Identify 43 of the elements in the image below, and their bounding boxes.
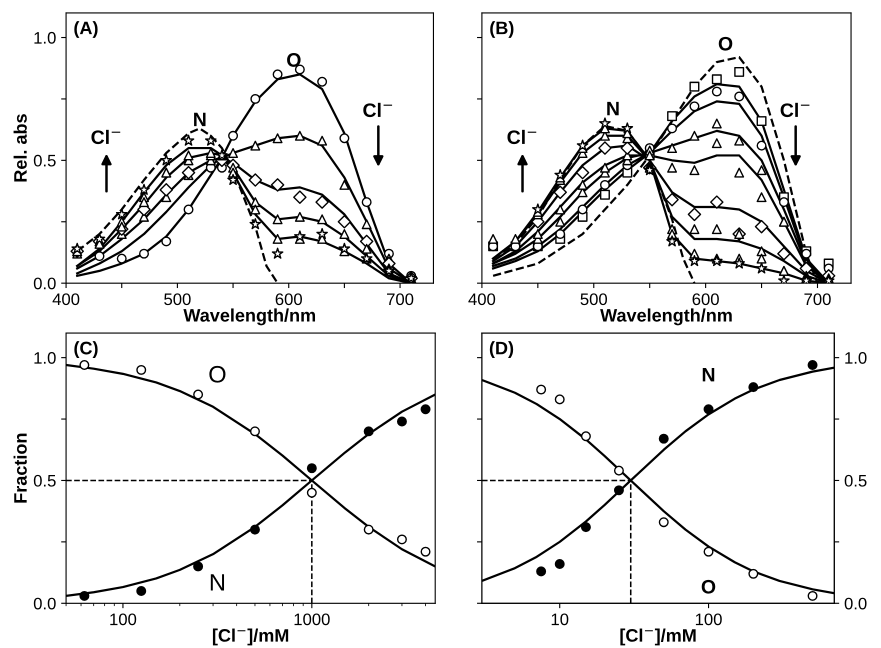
annotation: (C) [74, 341, 98, 358]
annotation: N [194, 112, 206, 126]
annotation: Cl$^{−}$ [507, 130, 536, 144]
annotation: O [702, 580, 716, 594]
annotation: N [210, 574, 224, 590]
x-tick-label: 10 [552, 613, 568, 626]
x-tick-label: 1000 [294, 613, 330, 626]
y-tick-label: 1.0 [34, 32, 56, 44]
x-tick-label: 100 [110, 613, 136, 626]
x-axis-title: [Cl$^{−}$]/mM [212, 628, 288, 646]
y-axis-title: Fraction [14, 434, 27, 503]
annotation: O [209, 366, 226, 383]
x-tick-label: 500 [580, 293, 608, 306]
annotation: N [702, 368, 714, 382]
y2-tick-label: 1.0 [845, 352, 867, 364]
y-axis-title: Rel. abs [14, 114, 27, 182]
y2-tick-label: 0.5 [844, 474, 866, 487]
x-axis-title: Wavelength/nm [600, 308, 732, 326]
annotation: Cl$^{−}$ [91, 130, 120, 144]
x-axis-title: Wavelength/nm [183, 308, 316, 326]
x-tick-label: 600 [692, 293, 719, 306]
y-tick-label: 1.0 [34, 352, 56, 364]
x-tick-label: 700 [804, 293, 831, 306]
x-tick-label: 400 [468, 293, 496, 306]
annotation: Cl$^{−}$ [363, 102, 392, 118]
annotation: O [718, 36, 732, 51]
y-tick-label: 0.5 [34, 154, 56, 167]
x-tick-label: 600 [276, 293, 302, 306]
x-tick-label: 500 [164, 293, 191, 306]
x-tick-label: 700 [387, 293, 414, 306]
annotation: (A) [74, 21, 98, 38]
y-tick-label: 0.0 [34, 598, 56, 610]
x-axis-title: [Cl$^{−}$]/mM [620, 628, 696, 646]
annotation: Cl$^{−}$ [780, 102, 810, 118]
annotation: (B) [490, 21, 514, 38]
y2-tick-label: 0.0 [844, 598, 867, 610]
x-tick-label: 400 [52, 293, 80, 306]
y-tick-label: 0.0 [34, 278, 56, 290]
annotation: O [287, 53, 301, 67]
x-tick-label: 100 [696, 613, 722, 626]
annotation: N [607, 102, 619, 116]
annotation: (D) [490, 341, 514, 358]
y-tick-label: 0.5 [34, 474, 56, 487]
